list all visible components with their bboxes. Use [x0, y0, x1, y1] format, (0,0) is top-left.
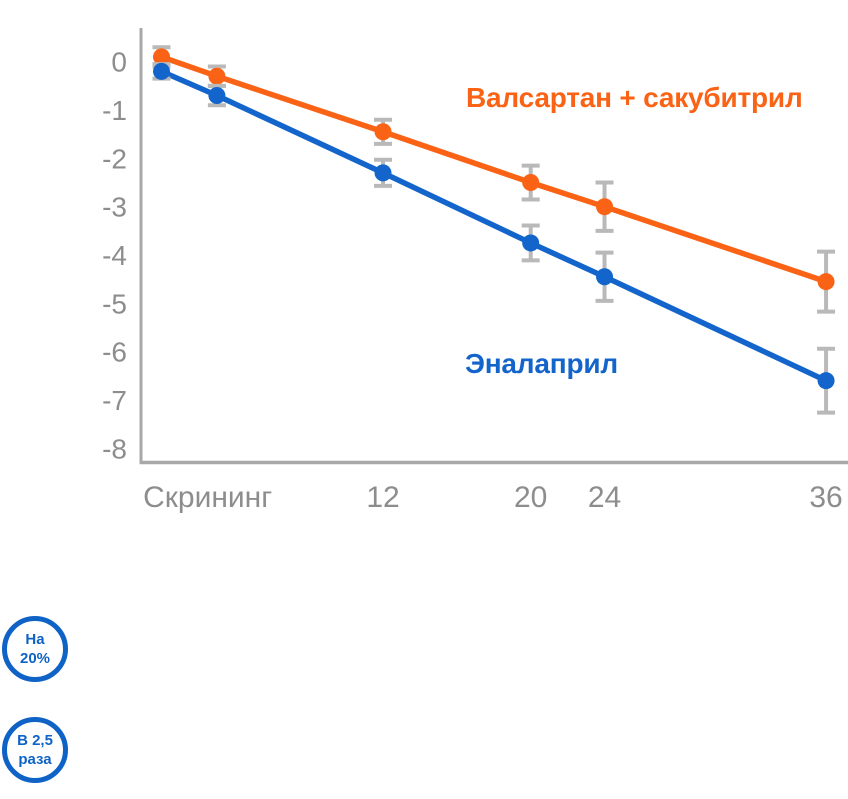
x-tick-label: Скрининг — [143, 481, 272, 514]
y-tick-label: -4 — [102, 240, 127, 271]
data-point — [522, 174, 540, 192]
x-tick-label: 20 — [514, 481, 547, 514]
y-tick-label: -2 — [102, 143, 127, 174]
data-point — [817, 273, 835, 291]
callout-badge-2-5-times: В 2,5 раза — [2, 717, 68, 783]
callout-badge-20-percent: На 20% — [2, 616, 68, 682]
series-label-enalapril: Эналаприл — [465, 348, 618, 379]
callout-line: В 2,5 — [17, 732, 53, 749]
data-point — [374, 164, 392, 182]
line-chart: 0 -1 -2 -3 -4 -5 -6 -7 -8 Скрининг 12 20 24 36 — [102, 28, 848, 514]
data-point — [817, 372, 835, 390]
series-line-0 — [160, 54, 827, 285]
y-tick-label: -6 — [102, 337, 127, 368]
y-tick-label: -8 — [102, 433, 127, 464]
x-tick-label: 36 — [809, 481, 842, 514]
y-tick-label: -3 — [102, 192, 127, 223]
data-point — [596, 268, 614, 286]
y-tick-label: -5 — [102, 288, 127, 319]
x-tick-label: 12 — [366, 481, 399, 514]
y-tick-label: -1 — [102, 95, 127, 126]
callout-line: На — [25, 631, 45, 648]
series-line-1 — [160, 68, 828, 384]
data-point — [522, 234, 540, 252]
y-tick-label: 0 — [111, 47, 127, 78]
data-point — [153, 48, 170, 66]
data-point — [374, 123, 392, 141]
callout-line: 20% — [19, 650, 51, 667]
y-tick-label: -7 — [102, 385, 127, 416]
data-point — [208, 67, 226, 85]
data-point — [153, 62, 170, 80]
data-point — [596, 198, 614, 216]
series-label-valsartan-sacubitril: Валсартан + сакубитрил — [466, 82, 803, 113]
callout-line: раза — [18, 751, 52, 768]
data-point — [208, 87, 226, 105]
x-tick-label: 24 — [588, 481, 621, 514]
